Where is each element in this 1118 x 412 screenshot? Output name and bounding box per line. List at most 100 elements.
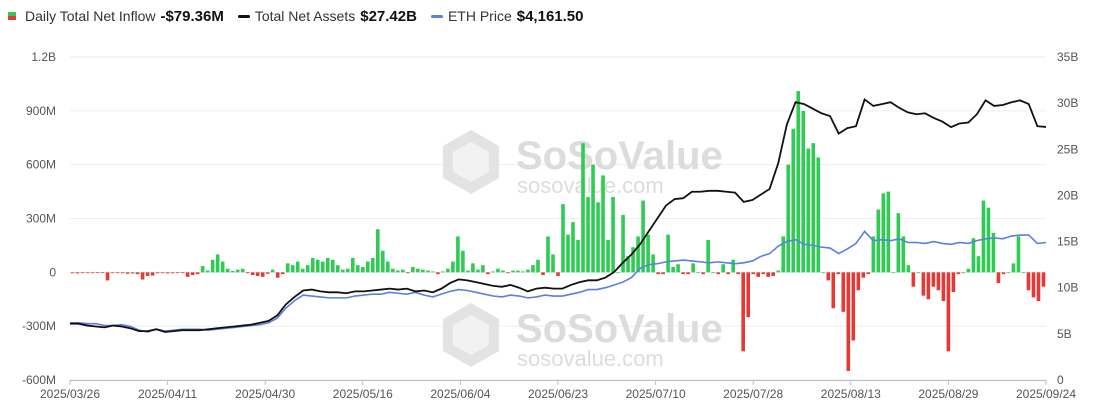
net-inflow-bar[interactable] — [736, 272, 740, 275]
net-inflow-bar[interactable] — [140, 272, 145, 280]
net-inflow-bar[interactable] — [556, 272, 560, 276]
net-inflow-bar[interactable] — [1001, 272, 1006, 275]
net-inflow-bar[interactable] — [771, 272, 776, 276]
net-inflow-bar[interactable] — [1011, 263, 1016, 273]
net-inflow-bar[interactable] — [681, 272, 685, 275]
net-inflow-bar[interactable] — [701, 272, 705, 275]
net-inflow-bar[interactable] — [210, 259, 215, 273]
net-inflow-bar[interactable] — [110, 272, 115, 274]
net-inflow-bar[interactable] — [546, 236, 550, 273]
net-inflow-bar[interactable] — [611, 196, 615, 273]
net-inflow-bar[interactable] — [961, 272, 966, 274]
net-inflow-bar[interactable] — [90, 272, 95, 274]
net-inflow-bar[interactable] — [175, 272, 180, 274]
net-inflow-bar[interactable] — [476, 269, 480, 273]
net-inflow-bar[interactable] — [340, 269, 345, 273]
net-inflow-bar[interactable] — [656, 272, 660, 275]
net-inflow-bar[interactable] — [200, 266, 205, 273]
net-inflow-bar[interactable] — [571, 222, 575, 273]
net-inflow-bar[interactable] — [741, 272, 745, 352]
net-inflow-bar[interactable] — [921, 272, 926, 296]
net-inflow-bar[interactable] — [386, 261, 390, 273]
net-inflow-bar[interactable] — [811, 143, 816, 273]
net-inflow-bar[interactable] — [806, 148, 811, 273]
net-inflow-bar[interactable] — [981, 200, 986, 273]
net-inflow-bar[interactable] — [406, 272, 410, 274]
net-inflow-bar[interactable] — [250, 272, 255, 276]
net-inflow-bar[interactable] — [936, 272, 941, 291]
net-inflow-bar[interactable] — [976, 256, 981, 273]
net-inflow-bar[interactable] — [446, 268, 450, 273]
net-inflow-bar[interactable] — [691, 263, 695, 273]
net-inflow-bar[interactable] — [746, 272, 750, 318]
net-inflow-bar[interactable] — [160, 272, 165, 274]
net-inflow-bar[interactable] — [786, 164, 791, 273]
net-inflow-bar[interactable] — [596, 202, 600, 273]
net-inflow-bar[interactable] — [300, 268, 305, 273]
net-inflow-bar[interactable] — [816, 157, 821, 273]
net-inflow-bar[interactable] — [85, 272, 90, 274]
net-inflow-bar[interactable] — [696, 272, 700, 274]
net-inflow-bar[interactable] — [931, 272, 936, 287]
net-inflow-bar[interactable] — [115, 272, 120, 274]
net-inflow-bar[interactable] — [325, 257, 330, 273]
net-inflow-bar[interactable] — [751, 272, 755, 275]
net-inflow-bar[interactable] — [586, 196, 590, 273]
net-inflow-bar[interactable] — [826, 272, 831, 281]
net-inflow-bar[interactable] — [926, 272, 931, 300]
net-inflow-bar[interactable] — [686, 272, 690, 275]
net-inflow-bar[interactable] — [676, 264, 680, 273]
net-inflow-bar[interactable] — [350, 257, 355, 273]
net-inflow-bar[interactable] — [716, 272, 720, 275]
net-inflow-bar[interactable] — [711, 272, 715, 274]
net-inflow-bar[interactable] — [80, 272, 85, 274]
net-inflow-bar[interactable] — [671, 266, 675, 273]
net-inflow-bar[interactable] — [130, 272, 135, 274]
net-inflow-bar[interactable] — [776, 270, 781, 273]
net-inflow-bar[interactable] — [371, 257, 375, 273]
net-inflow-bar[interactable] — [891, 272, 896, 274]
net-inflow-bar[interactable] — [731, 259, 735, 273]
net-inflow-bar[interactable] — [856, 272, 861, 291]
net-inflow-bar[interactable] — [461, 250, 465, 273]
net-inflow-bar[interactable] — [290, 265, 295, 273]
net-inflow-bar[interactable] — [821, 272, 826, 274]
net-inflow-bar[interactable] — [541, 272, 545, 276]
net-inflow-bar[interactable] — [871, 236, 876, 273]
net-inflow-bar[interactable] — [661, 272, 665, 275]
net-inflow-bar[interactable] — [335, 265, 340, 273]
net-inflow-bar[interactable] — [120, 272, 125, 274]
net-inflow-bar[interactable] — [801, 110, 806, 273]
net-inflow-bar[interactable] — [275, 272, 280, 278]
net-inflow-bar[interactable] — [491, 271, 495, 273]
net-inflow-bar[interactable] — [411, 266, 415, 273]
net-inflow-bar[interactable] — [486, 272, 490, 275]
net-inflow-bar[interactable] — [496, 268, 500, 273]
net-inflow-bar[interactable] — [591, 164, 595, 273]
net-inflow-bar[interactable] — [766, 272, 771, 277]
net-inflow-bar[interactable] — [220, 261, 225, 273]
net-inflow-bar[interactable] — [966, 268, 971, 273]
net-inflow-bar[interactable] — [366, 261, 370, 273]
net-inflow-bar[interactable] — [185, 272, 190, 277]
net-inflow-bar[interactable] — [1041, 272, 1046, 287]
net-inflow-bar[interactable] — [576, 240, 580, 273]
net-inflow-bar[interactable] — [1031, 272, 1036, 298]
net-inflow-bar[interactable] — [636, 236, 640, 273]
net-inflow-bar[interactable] — [421, 269, 425, 273]
net-inflow-bar[interactable] — [1021, 272, 1026, 274]
net-inflow-bar[interactable] — [305, 265, 310, 273]
net-inflow-bar[interactable] — [836, 272, 841, 275]
net-inflow-bar[interactable] — [195, 272, 200, 275]
net-inflow-bar[interactable] — [436, 272, 440, 275]
net-inflow-bar[interactable] — [851, 272, 856, 341]
net-inflow-bar[interactable] — [481, 265, 485, 273]
net-inflow-bar[interactable] — [145, 272, 150, 276]
net-inflow-bar[interactable] — [526, 269, 530, 273]
net-inflow-bar[interactable] — [235, 269, 240, 273]
net-inflow-bar[interactable] — [431, 271, 435, 273]
net-inflow-bar[interactable] — [396, 270, 400, 273]
net-inflow-bar[interactable] — [265, 272, 270, 274]
net-inflow-bar[interactable] — [756, 272, 760, 277]
net-inflow-bar[interactable] — [150, 272, 155, 276]
